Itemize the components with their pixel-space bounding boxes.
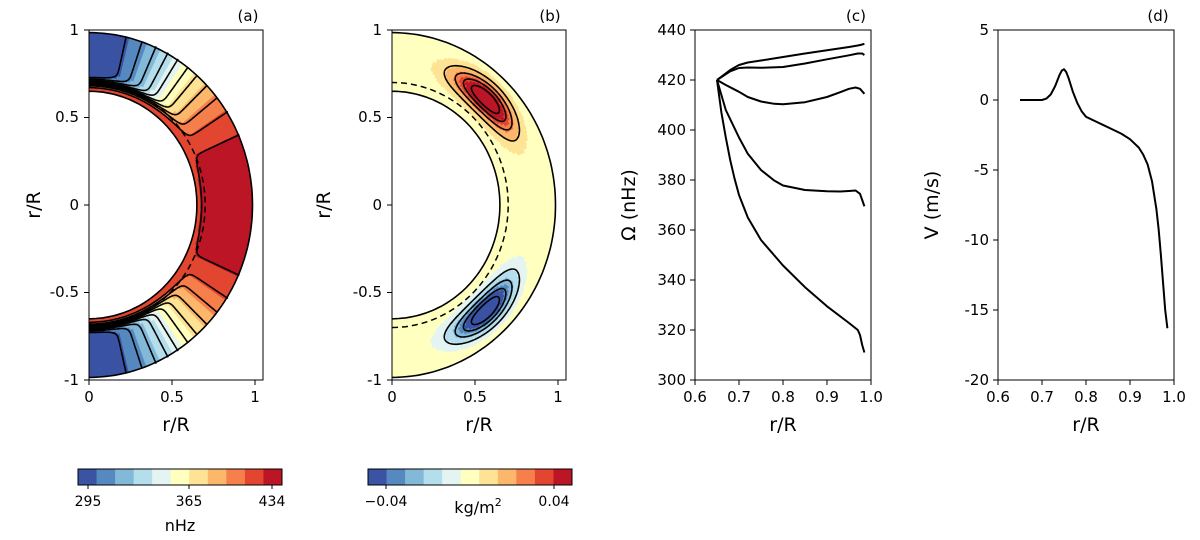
panel-a: (a) 0 0.5 1 1 0.5 0 -0.5 -1 r/R r/R	[23, 7, 264, 436]
a-shell-fill	[88, 32, 253, 378]
